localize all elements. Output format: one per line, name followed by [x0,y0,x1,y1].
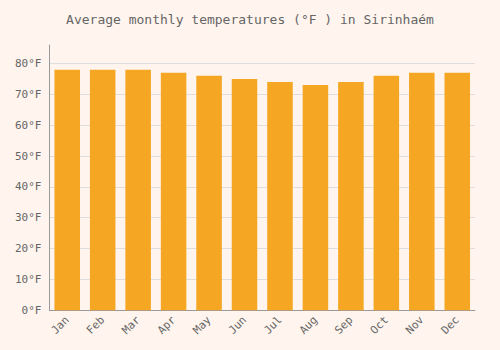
svg-text:Apr: Apr [155,313,178,336]
svg-text:80°F: 80°F [15,57,42,70]
svg-text:60°F: 60°F [15,119,42,132]
svg-text:Jan: Jan [49,314,72,337]
svg-text:Mar: Mar [120,313,143,336]
svg-text:20°F: 20°F [15,242,42,255]
svg-text:Aug: Aug [297,314,320,337]
svg-text:Dec: Dec [439,314,462,337]
svg-text:Oct: Oct [368,314,391,337]
svg-text:Jul: Jul [261,314,284,337]
svg-text:Sep: Sep [332,314,355,337]
svg-text:30°F: 30°F [15,211,42,224]
svg-text:40°F: 40°F [15,180,42,193]
svg-text:50°F: 50°F [15,150,42,163]
svg-text:Jun: Jun [226,314,249,337]
svg-text:70°F: 70°F [15,88,42,101]
svg-text:Average monthly temperatures (: Average monthly temperatures (°F ) in Si… [66,12,434,27]
svg-text:0°F: 0°F [22,304,42,317]
svg-text:May: May [190,313,213,336]
svg-text:Feb: Feb [84,314,107,337]
svg-text:Nov: Nov [403,313,426,336]
svg-text:10°F: 10°F [15,273,42,286]
